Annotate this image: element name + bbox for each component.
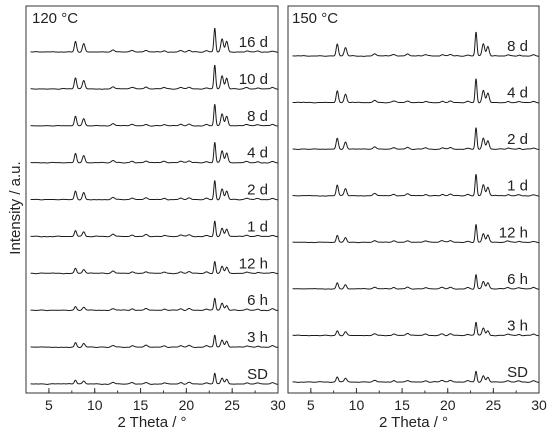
xrd-trace (30, 104, 279, 127)
xrd-trace (292, 31, 540, 57)
x-tick-label: 20 (440, 397, 456, 413)
x-tick-label: 15 (394, 397, 410, 413)
xrd-trace (292, 370, 540, 383)
trace-label: 10 d (239, 71, 268, 88)
trace-label: 12 h (499, 224, 528, 241)
xrd-trace (30, 64, 279, 90)
x-tick-label: 5 (307, 397, 315, 413)
x-tick-label: 20 (179, 397, 195, 413)
xrd-trace (292, 321, 540, 337)
x-axis-label: 2 Theta / ° (117, 414, 186, 431)
xrd-trace (30, 261, 279, 275)
xrd-trace (30, 27, 279, 53)
xrd-trace (30, 180, 279, 201)
trace-label: 4 d (247, 145, 268, 162)
trace-label: 3 h (247, 329, 268, 346)
x-tick-label: 25 (224, 397, 240, 413)
x-tick-label: 25 (486, 397, 502, 413)
panel-title: 120 °C (32, 10, 78, 27)
x-axis-label: 2 Theta / ° (379, 414, 448, 431)
panel-title: 150 °C (292, 10, 338, 27)
trace-label: 6 h (507, 271, 528, 288)
x-tick-label: 30 (531, 397, 547, 413)
trace-label: 8 d (247, 108, 268, 125)
xrd-trace (30, 220, 279, 238)
xrd-trace (30, 297, 279, 312)
trace-label: SD (507, 364, 528, 381)
y-axis-label: Intensity / a.u. (7, 161, 24, 254)
xrd-trace (292, 127, 540, 151)
trace-label: 1 d (247, 218, 268, 235)
trace-label: 6 h (247, 292, 268, 309)
trace-label: 1 d (507, 178, 528, 195)
xrd-trace (292, 78, 540, 104)
x-tick-label: 30 (270, 397, 286, 413)
xrd-trace (292, 274, 540, 290)
xrd-trace (292, 174, 540, 197)
panel-120c: 120 °C 5 10 15 20 25 30 2 Theta / ° 16 d 10 d 8 d 4… (25, 5, 286, 431)
xrd-trace (30, 334, 279, 348)
panel-150c: 150 °C 5 10 15 20 25 30 2 Theta / ° 8 d 4 d 2 d 1 d… (287, 5, 547, 431)
trace-label: 2 d (507, 131, 528, 148)
x-tick-label: 15 (133, 397, 149, 413)
xrd-trace (30, 372, 279, 385)
xrd-trace (30, 142, 279, 164)
trace-label: 12 h (239, 255, 268, 272)
trace-label: SD (247, 366, 268, 383)
xrd-trace (292, 224, 540, 244)
plot-frame (287, 5, 540, 394)
trace-label: 3 h (507, 317, 528, 334)
x-tick-label: 10 (87, 397, 103, 413)
trace-label: 16 d (239, 34, 268, 51)
trace-label: 4 d (507, 85, 528, 102)
x-tick-label: 10 (349, 397, 365, 413)
trace-label: 8 d (507, 38, 528, 55)
x-tick-label: 5 (45, 397, 53, 413)
trace-label: 2 d (247, 182, 268, 199)
